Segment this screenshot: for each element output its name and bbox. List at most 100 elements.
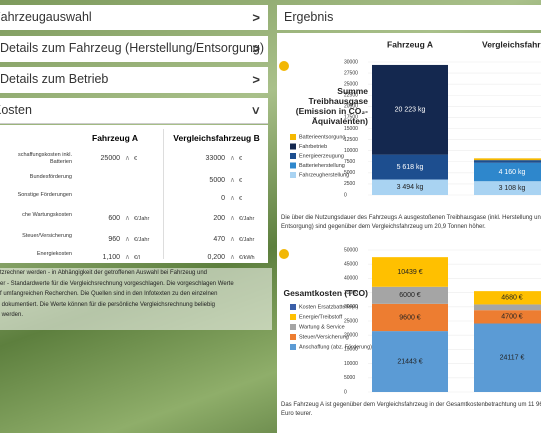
input-unit: €/Jahr [239, 237, 255, 243]
input-value: 1,100 [102, 254, 120, 261]
accordion-header[interactable]: Details zum Betrieb > [0, 67, 268, 93]
bar-segment [474, 158, 541, 161]
info-line: werden. [0, 312, 24, 318]
chevron: > [252, 72, 260, 87]
column-header: Fahrzeug A [92, 133, 138, 143]
y-tick-label: 7500 [344, 159, 355, 165]
spinner[interactable]: ∧ [229, 215, 235, 222]
legend-label: Energieerzeugung [299, 153, 344, 159]
y-tick-label: 17500 [344, 115, 358, 121]
spinner[interactable]: ∧ [229, 177, 235, 184]
number-input[interactable]: 25000 ∧ € [92, 153, 158, 165]
legend-label: Anschaffung (abz. Förderung) [299, 344, 372, 350]
accordion-header[interactable]: Kosten> [0, 98, 268, 124]
y-tick-label: 15000 [344, 126, 358, 132]
category-header: Fahrzeug A [387, 39, 433, 49]
row-label: schaffungskosten inkl. Batterien [17, 152, 72, 165]
number-input[interactable]: 200 ∧ €/Jahr [190, 213, 263, 225]
input-value: 470 [213, 236, 225, 243]
value-label: 3 108 kg [499, 185, 526, 192]
number-input[interactable]: 600 ∧ €/Jahr [92, 213, 158, 225]
legend-label: Batterieentsorgung [299, 134, 345, 140]
input-unit: €/Jahr [134, 216, 150, 222]
legend-swatch [290, 304, 296, 310]
spinner[interactable]: ∧ [229, 236, 235, 243]
category-header: Vergleichsfahrzeug B [482, 39, 541, 49]
value-label: 4680 € [501, 295, 523, 302]
legend-swatch [290, 162, 296, 169]
chart-note: Das Fahrzeug A ist gegenüber dem Verglei… [281, 402, 541, 417]
input-unit: €/kWh [239, 255, 255, 261]
input-value: 200 [213, 215, 225, 222]
spinner[interactable]: ∧ [124, 155, 130, 162]
y-tick-label: 22500 [344, 93, 358, 99]
accordion-header[interactable]: Fahrzeugauswahl > [0, 5, 268, 30]
y-tick-label: 50000 [344, 247, 358, 253]
legend-swatch [290, 134, 296, 140]
row-label: Steuer/Versicherung [22, 233, 72, 239]
row-label: che Wartungskosten [22, 212, 72, 218]
bar-segment [372, 64, 448, 155]
section-title: Details zum Fahrzeug (Herstellung/Entsor… [0, 41, 265, 55]
accordion-header[interactable]: Details zum Fahrzeug (Herstellung/Entsor… [0, 36, 268, 62]
value-label: 20 223 kg [395, 107, 426, 114]
info-icon [279, 61, 289, 71]
chevron: > [252, 10, 260, 25]
column-header: Vergleichsfahrzeug B [173, 133, 260, 143]
chart-title: Gesamtkosten (TCO) [283, 288, 368, 298]
info-line: er - Standardwerte für die Vergleichsrec… [0, 280, 234, 287]
input-value: 33000 [205, 155, 225, 162]
info-text: tzrechner werden - in Abhängigkeit der g… [0, 268, 272, 330]
y-tick-label: 10000 [344, 148, 358, 154]
y-tick-label: 45000 [344, 262, 358, 268]
number-input[interactable]: 5000 ∧ € [190, 175, 263, 187]
spinner[interactable]: ∧ [124, 254, 130, 261]
row-label: Sonstige Förderungen [17, 192, 72, 198]
legend-label: Batterieherstellung [299, 163, 345, 169]
legend-swatch [290, 153, 296, 159]
spinner[interactable]: ∧ [229, 195, 235, 202]
value-label: 24117 € [500, 355, 525, 362]
input-value: 5000 [209, 177, 225, 184]
value-label: 9600 € [399, 314, 421, 321]
y-tick-label: 5000 [344, 170, 355, 176]
y-tick-label: 25000 [344, 81, 358, 87]
number-input[interactable]: 960 ∧ €/Jahr [92, 234, 158, 246]
number-input[interactable]: 1,100 ∧ €/l [92, 252, 158, 264]
legend-label: Wartung & Service [299, 324, 345, 330]
legend-label: Steuer/Versicherung [299, 334, 349, 340]
spinner[interactable]: ∧ [124, 215, 130, 222]
result-title: Ergebnis [284, 10, 334, 24]
value-label: 10439 € [397, 269, 422, 276]
number-input[interactable]: 470 ∧ €/Jahr [190, 234, 263, 246]
number-input[interactable]: 0,200 ∧ €/kWh [190, 252, 263, 264]
y-tick-label: 0 [344, 192, 347, 198]
y-tick-label: 0 [344, 389, 347, 395]
bar-segment [474, 304, 541, 311]
bar-segment [372, 331, 448, 392]
spinner[interactable]: ∧ [229, 155, 235, 162]
input-unit: €/l [134, 255, 140, 261]
spinner[interactable]: ∧ [124, 236, 130, 243]
number-input[interactable]: 0 ∧ € [190, 193, 263, 205]
y-tick-label: 25000 [344, 318, 358, 324]
result-header: Ergebnis [277, 5, 541, 30]
legend-swatch [290, 344, 296, 350]
bar-segment [372, 303, 448, 332]
bar-segment [372, 257, 448, 287]
input-unit: € [239, 196, 243, 202]
legend-label: Fahrzeugherstellung [299, 172, 349, 178]
section-title: Details zum Betrieb [0, 72, 109, 86]
chart-title: Summe Treibhausgase (Emission in CO₂-Äqu… [295, 86, 368, 126]
bar-segment [372, 179, 448, 195]
legend-swatch [290, 143, 296, 150]
bar-segment [372, 154, 448, 180]
number-input[interactable]: 33000 ∧ € [190, 153, 263, 165]
input-unit: €/Jahr [239, 216, 255, 222]
bar-segment [474, 162, 541, 182]
cost-table: Fahrzeug A Vergleichsfahrzeug B schaffun… [0, 125, 268, 263]
spinner[interactable]: ∧ [229, 254, 235, 261]
value-label: 21443 € [397, 358, 422, 365]
